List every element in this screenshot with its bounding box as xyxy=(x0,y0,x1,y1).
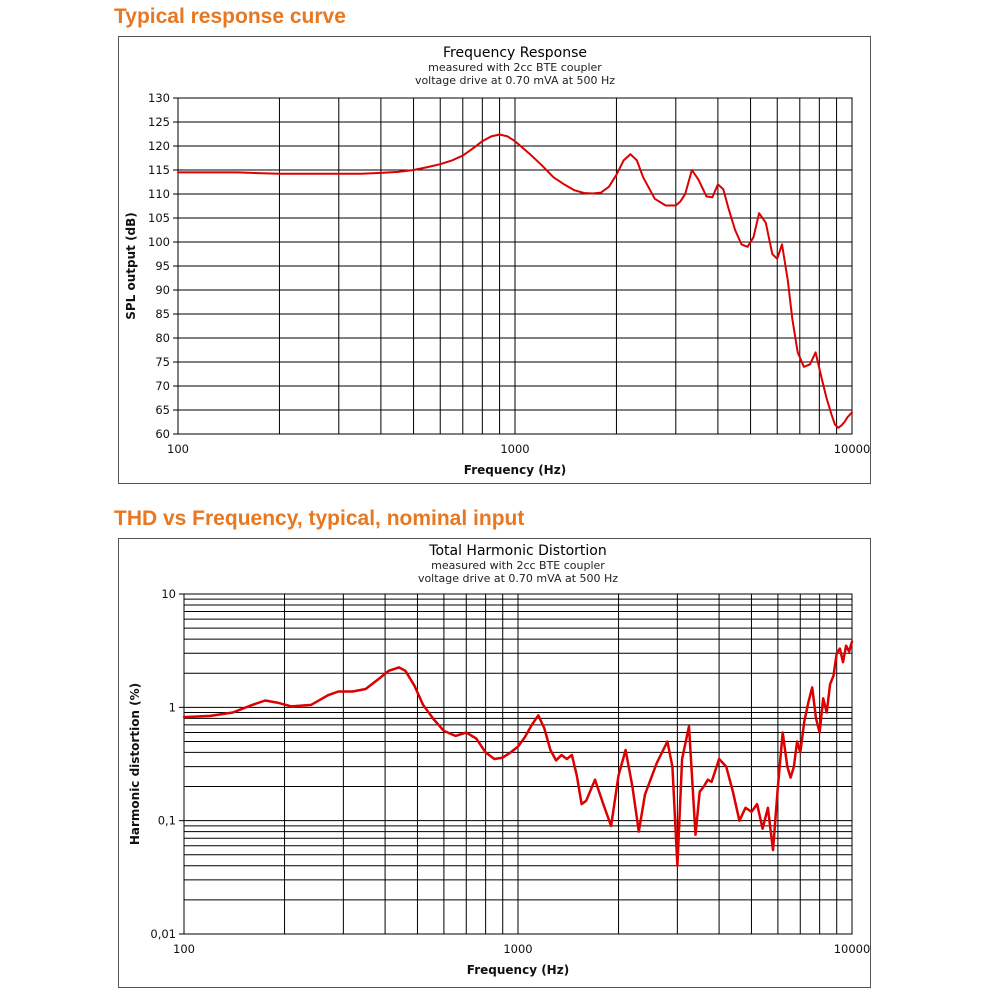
y-tick-label: 95 xyxy=(155,259,170,273)
x-tick-label: 100 xyxy=(173,942,195,956)
y-tick-label: 1 xyxy=(169,700,176,714)
y-tick-label: 60 xyxy=(155,427,170,441)
y-tick-label: 105 xyxy=(148,211,170,225)
y-tick-label: 75 xyxy=(155,355,170,369)
y-tick-label: 110 xyxy=(148,187,170,201)
y-tick-label: 90 xyxy=(155,283,170,297)
x-axis-label: Frequency (Hz) xyxy=(467,963,569,977)
y-tick-label: 120 xyxy=(148,139,170,153)
plot-area xyxy=(183,593,853,935)
chart-title: Total Harmonic Distortion xyxy=(428,543,606,559)
x-tick-label: 10000 xyxy=(834,942,871,956)
chart-subtitle-line: measured with 2cc BTE coupler xyxy=(428,61,602,74)
y-tick-label: 85 xyxy=(155,307,170,321)
x-tick-label: 1000 xyxy=(500,442,529,456)
y-tick-label: 130 xyxy=(148,91,170,105)
y-tick-label: 80 xyxy=(155,331,170,345)
series-line-spl-output xyxy=(177,133,853,429)
y-tick-label: 65 xyxy=(155,403,170,417)
chart-subtitle-line: measured with 2cc BTE coupler xyxy=(431,559,605,572)
y-tick-label: 125 xyxy=(148,115,170,129)
x-tick-label: 10000 xyxy=(834,442,871,456)
y-tick-label: 10 xyxy=(161,587,176,601)
y-axis-label: SPL output (dB) xyxy=(124,212,138,320)
chart-subtitle-line: voltage drive at 0.70 mVA at 500 Hz xyxy=(418,572,618,585)
chart-subtitle-line: voltage drive at 0.70 mVA at 500 Hz xyxy=(415,74,615,87)
x-tick-label: 1000 xyxy=(503,942,532,956)
x-axis-label: Frequency (Hz) xyxy=(464,463,566,477)
x-tick-label: 100 xyxy=(167,442,189,456)
section-heading-response: Typical response curve xyxy=(114,5,346,28)
chart-title: Frequency Response xyxy=(443,45,587,61)
thd-chart: Total Harmonic Distortion measured with 2… xyxy=(118,538,871,988)
y-tick-label: 100 xyxy=(148,235,170,249)
y-tick-label: 0,01 xyxy=(150,927,176,941)
frequency-response-chart: Frequency Response measured with 2cc BTE … xyxy=(118,36,871,484)
section-heading-thd: THD vs Frequency, typical, nominal input xyxy=(114,507,525,530)
series-line-harmonic-distortion xyxy=(182,640,854,868)
y-tick-label: 70 xyxy=(155,379,170,393)
y-tick-label: 115 xyxy=(148,163,170,177)
y-axis-label: Harmonic distortion (%) xyxy=(128,683,142,845)
y-tick-label: 0,1 xyxy=(158,814,176,828)
